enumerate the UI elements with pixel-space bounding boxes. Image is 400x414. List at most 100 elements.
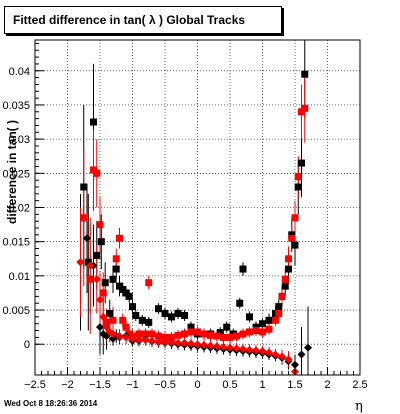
data-point-square: [84, 258, 92, 266]
data-point-square: [122, 323, 130, 331]
x-tick-label: 0.5: [222, 379, 237, 391]
x-axis-label: η: [355, 399, 363, 414]
data-point-square: [265, 325, 273, 333]
data-point-diamond: [180, 338, 189, 347]
data-point-square: [294, 173, 302, 181]
x-tick-label: −2.5: [24, 379, 46, 391]
data-point-square: [135, 330, 143, 338]
chart-title: Fitted difference in tan( λ ) Global Tra…: [13, 13, 246, 27]
data-markers: [76, 70, 312, 376]
data-point-square: [275, 303, 283, 311]
x-tick-label: −1.5: [89, 379, 111, 391]
data-point-diamond: [252, 346, 260, 355]
data-point-square: [281, 282, 289, 290]
data-point-square: [291, 214, 299, 222]
data-point-diamond: [148, 336, 156, 345]
data-point-diamond: [284, 355, 293, 364]
data-point-diamond: [96, 323, 104, 332]
data-point-square: [145, 318, 153, 326]
data-point-diamond: [226, 343, 234, 352]
data-point-square: [291, 241, 299, 249]
y-tick-label: 0.03: [9, 134, 30, 146]
data-point-diamond: [291, 360, 299, 369]
data-point-square: [187, 328, 195, 336]
data-point-square: [93, 169, 101, 177]
data-point-square: [142, 330, 149, 338]
data-point-square: [275, 309, 283, 317]
data-point-diamond: [200, 340, 208, 349]
data-point-square: [239, 265, 247, 273]
data-point-square: [181, 312, 188, 320]
x-tick-label: 2: [324, 379, 330, 391]
data-point-diamond: [102, 323, 111, 332]
x-tick-label: 1: [259, 379, 265, 391]
data-point-square: [174, 309, 182, 317]
data-point-square: [281, 275, 289, 283]
data-point-diamond: [258, 347, 267, 356]
data-point-square: [168, 313, 175, 321]
data-point-square: [298, 159, 305, 167]
data-point-square: [252, 327, 260, 335]
x-tick-label: −1: [126, 379, 139, 391]
y-tick-label: 0.035: [2, 100, 30, 112]
data-point-diamond: [96, 295, 104, 304]
data-point-square: [288, 234, 296, 242]
data-point-square: [194, 328, 201, 336]
data-point-diamond: [278, 352, 286, 361]
data-point-diamond: [86, 261, 95, 270]
data-point-diamond: [109, 329, 117, 338]
data-point-square: [174, 331, 182, 339]
data-point-diamond: [304, 343, 312, 352]
data-point-square: [259, 320, 266, 328]
data-point-diamond: [76, 258, 85, 267]
data-point-square: [155, 305, 162, 313]
data-point-diamond: [135, 335, 143, 344]
data-point-square: [181, 330, 188, 338]
data-point-square: [246, 328, 253, 336]
data-point-square: [301, 70, 309, 78]
data-point-square: [259, 328, 266, 336]
data-point-diamond: [239, 345, 247, 354]
data-point-square: [285, 255, 292, 263]
data-point-square: [187, 323, 195, 331]
data-point-diamond: [187, 339, 195, 348]
axes: −2.5 −2 −1.5 −1 −0.5 0 0.5 1 1.5 2 2.5 0 0.005 0.01 0.…: [2, 42, 368, 391]
grid-lines: [35, 40, 360, 375]
data-point-square: [272, 316, 279, 324]
data-point-square: [301, 104, 309, 112]
data-point-square: [148, 330, 156, 338]
data-point-square: [93, 251, 101, 259]
data-point-square: [233, 332, 240, 340]
data-point-square: [80, 183, 88, 191]
y-axis-label: difference in tan( ): [5, 120, 19, 224]
data-point-diamond: [297, 350, 306, 359]
data-point-square: [265, 316, 273, 324]
data-point-square: [213, 332, 221, 340]
data-point-square: [207, 331, 214, 339]
data-point-diamond: [141, 336, 150, 345]
data-point-diamond: [99, 312, 108, 321]
x-tick-label: 1.5: [287, 379, 302, 391]
data-point-diamond: [219, 342, 228, 351]
data-point-diamond: [206, 341, 215, 350]
x-tick-label: 2.5: [352, 379, 367, 391]
data-point-square: [200, 330, 208, 338]
data-point-diamond: [232, 344, 241, 353]
data-point-square: [294, 183, 302, 191]
data-point-square: [109, 316, 117, 324]
data-point-square: [285, 265, 292, 273]
data-point-square: [161, 309, 169, 317]
y-tick-label: 0.015: [2, 237, 30, 249]
data-point-square: [129, 303, 136, 311]
data-point-square: [236, 299, 244, 307]
data-point-diamond: [154, 337, 163, 346]
data-point-square: [246, 313, 253, 321]
data-point-diamond: [83, 234, 91, 243]
y-tick-label: 0.02: [9, 203, 30, 215]
x-tick-label: −0.5: [154, 379, 176, 391]
data-point-square: [99, 289, 107, 297]
data-point-square: [103, 318, 110, 326]
data-point-diamond: [174, 338, 182, 347]
title-box: Fitted difference in tan( λ ) Global Tra…: [4, 6, 282, 34]
